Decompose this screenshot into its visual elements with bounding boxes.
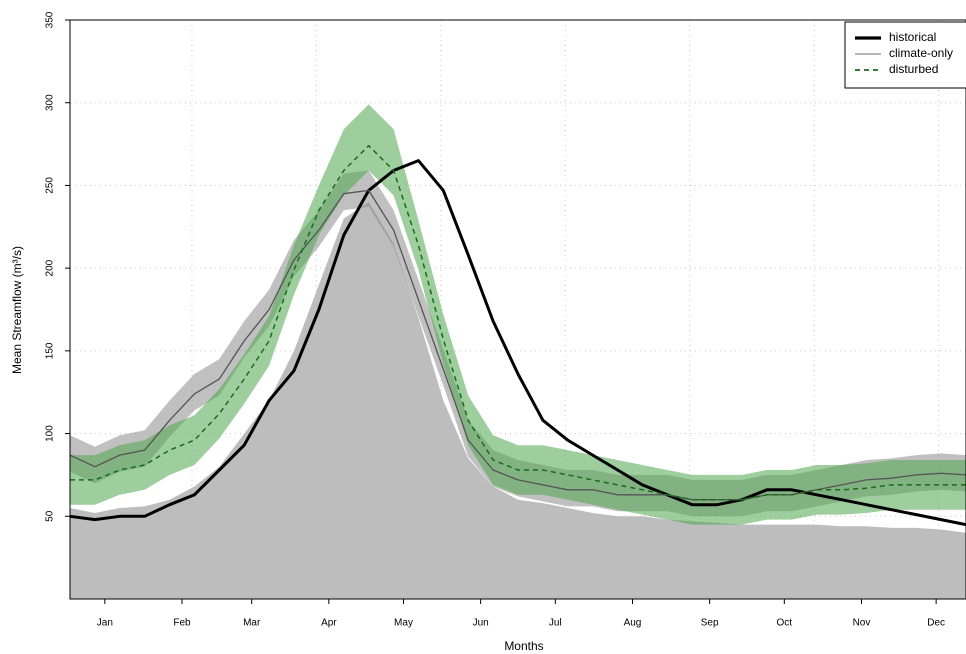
x-tick-label: Jan [97, 618, 113, 629]
plot-frame [69, 19, 966, 600]
series-line [69, 189, 966, 501]
x-tick-label: May [394, 618, 413, 629]
y-tick-label: 200 [45, 259, 56, 276]
series-line [69, 159, 966, 527]
band [70, 104, 966, 525]
x-tick-label: Mar [243, 618, 261, 629]
legend-label: historical [889, 30, 936, 44]
x-tick-label: Nov [853, 618, 871, 629]
y-axis-label: Mean Streamflow (m³/s) [10, 246, 24, 374]
x-tick-label: Aug [624, 618, 642, 629]
x-axis-label: Months [504, 639, 543, 653]
x-tick-label: Dec [927, 618, 945, 629]
series-line [70, 144, 966, 501]
legend-label: climate-only [889, 46, 953, 60]
area [70, 202, 966, 599]
x-tick-label: Jun [473, 618, 489, 629]
x-tick-label: Jul [549, 618, 562, 629]
x-tick-label: Feb [173, 618, 191, 629]
y-tick-label: 250 [45, 177, 56, 194]
x-tick-label: Sep [701, 618, 719, 629]
legend-box [844, 21, 966, 89]
x-tick-label: Apr [321, 618, 337, 629]
y-tick-label: 350 [45, 11, 56, 28]
y-tick-label: 100 [45, 425, 56, 442]
y-tick-label: 50 [45, 510, 56, 522]
y-tick-label: 300 [45, 94, 56, 111]
x-tick-label: Oct [777, 618, 793, 629]
legend-label: disturbed [889, 62, 938, 76]
y-tick-label: 150 [45, 342, 56, 359]
